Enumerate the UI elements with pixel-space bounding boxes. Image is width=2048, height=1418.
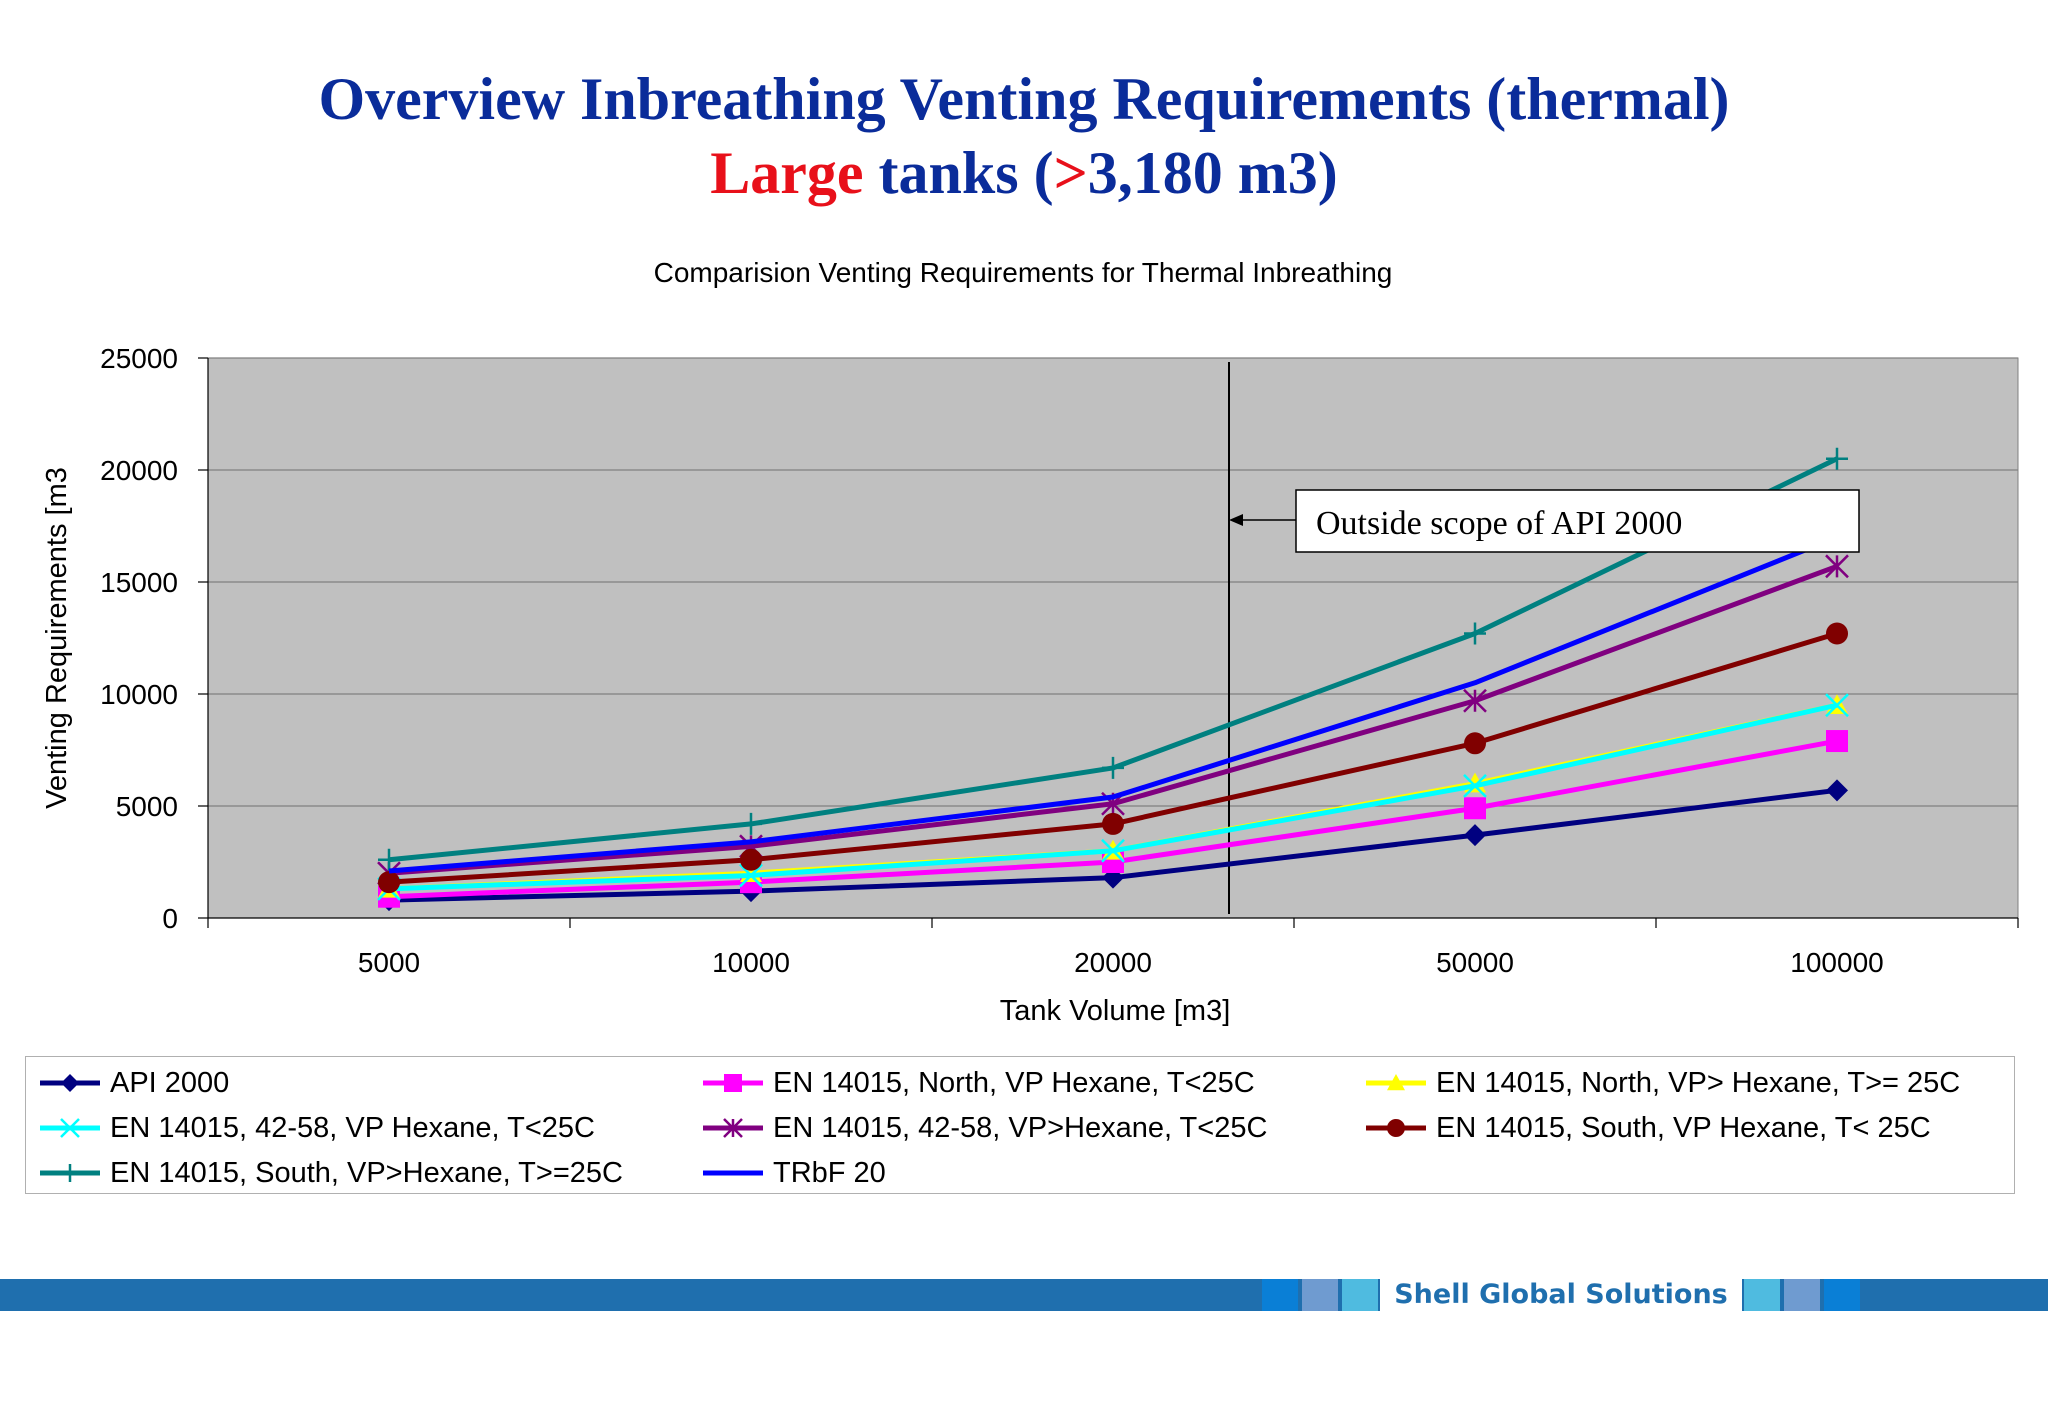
data-point <box>1463 688 1487 713</box>
y-tick-label: 25000 <box>100 343 178 374</box>
x-tick-label: 100000 <box>1790 947 1883 978</box>
data-point <box>1463 773 1487 798</box>
line-chart: Comparision Venting Requirements for The… <box>41 257 2019 1027</box>
x-tick-label: 5000 <box>358 947 420 978</box>
legend-item: EN 14015, North, VP> Hexane, T>= 25C <box>1364 1063 1960 1103</box>
data-point <box>378 871 400 894</box>
annotation-box: Outside scope of API 2000 <box>1295 489 1860 553</box>
data-point <box>1101 838 1125 863</box>
legend-label: EN 14015, 42-58, VP>Hexane, T<25C <box>773 1111 1268 1144</box>
data-point <box>1826 447 1848 470</box>
data-point <box>1464 622 1486 645</box>
legend-swatch <box>703 1074 763 1092</box>
annotation-text: Outside scope of API 2000 <box>1316 505 1682 542</box>
legend-item: EN 14015, North, VP Hexane, T<25C <box>701 1063 1255 1103</box>
legend-item: API 2000 <box>38 1063 229 1103</box>
data-point <box>61 1074 79 1092</box>
title-greater-than: > <box>1053 140 1088 206</box>
legend-item: EN 14015, South, VP Hexane, T< 25C <box>1364 1108 1931 1148</box>
title-volume: 3,180 m3) <box>1087 140 1338 206</box>
data-point <box>61 1164 79 1182</box>
series-3 <box>377 693 1849 901</box>
footer-block-4 <box>1744 1279 1780 1311</box>
title-tanks-word: tanks ( <box>863 140 1054 206</box>
data-point <box>1387 1119 1405 1137</box>
data-point <box>1464 732 1486 755</box>
y-axis-label: Venting Requirements [m3 <box>41 467 73 809</box>
data-point <box>1825 554 1849 579</box>
slide-title-line2: Large tanks (>3,180 m3) <box>0 136 2048 210</box>
data-point <box>1102 756 1124 779</box>
footer-block-5 <box>1784 1279 1820 1311</box>
data-point <box>723 1118 743 1138</box>
x-tick-label: 10000 <box>712 947 790 978</box>
data-point <box>1464 797 1486 820</box>
legend-swatch <box>703 1170 763 1176</box>
footer-block-1 <box>1262 1279 1298 1311</box>
legend-label: EN 14015, North, VP Hexane, T<25C <box>773 1066 1255 1099</box>
legend-item: EN 14015, 42-58, VP>Hexane, T<25C <box>701 1108 1267 1148</box>
data-point <box>60 1118 80 1138</box>
y-tick-label: 5000 <box>116 791 178 822</box>
legend-label: EN 14015, South, VP Hexane, T< 25C <box>1436 1111 1931 1144</box>
legend-label: API 2000 <box>110 1066 230 1099</box>
legend-item: TRbF 20 <box>701 1153 886 1193</box>
legend-swatch <box>1366 1074 1426 1091</box>
legend-item: EN 14015, 42-58, VP Hexane, T<25C <box>38 1108 595 1148</box>
legend-label: TRbF 20 <box>773 1156 886 1189</box>
title-large-word: Large <box>710 140 864 206</box>
legend-label: EN 14015, North, VP> Hexane, T>= 25C <box>1436 1066 1961 1099</box>
data-point <box>724 1074 742 1092</box>
legend-label: EN 14015, 42-58, VP Hexane, T<25C <box>110 1111 595 1144</box>
data-point <box>1387 1074 1405 1091</box>
legend-swatch <box>40 1118 100 1138</box>
legend-label: EN 14015, South, VP>Hexane, T>=25C <box>110 1156 623 1189</box>
annotation <box>1228 362 1296 914</box>
y-tick-label: 10000 <box>100 679 178 710</box>
chart-legend: API 2000 EN 14015, North, VP Hexane, T<25… <box>25 1056 2015 1194</box>
legend-swatch <box>40 1074 100 1092</box>
data-point <box>378 848 400 871</box>
tick-labels: 0 5000 10000 15000 20000 25000 5000 10000 20000 5… <box>100 343 1884 978</box>
data-point <box>1826 622 1848 645</box>
series-line <box>388 534 1838 874</box>
brand-name: Shell Global Solutions <box>1380 1279 1742 1311</box>
x-tick-label: 50000 <box>1436 947 1514 978</box>
footer-block-2 <box>1302 1279 1338 1311</box>
series-6 <box>378 447 1848 871</box>
legend-item: EN 14015, South, VP>Hexane, T>=25C <box>38 1153 623 1193</box>
data-point <box>1826 730 1848 753</box>
annotation-box-frame <box>1295 489 1860 553</box>
legend-swatch <box>1366 1119 1426 1137</box>
footer-block-3 <box>1342 1279 1378 1311</box>
data-point <box>739 863 763 888</box>
data-point <box>740 812 762 835</box>
series-5 <box>378 622 1848 894</box>
slide-title-line1: Overview Inbreathing Venting Requirement… <box>318 66 1730 132</box>
y-tick-label: 0 <box>162 903 178 934</box>
legend-swatch <box>703 1118 763 1138</box>
data-point <box>1102 812 1124 835</box>
data-point <box>740 848 762 871</box>
data-point <box>1825 693 1849 718</box>
series-7 <box>388 534 1838 874</box>
axes <box>198 357 2019 928</box>
chart-title: Comparision Venting Requirements for The… <box>654 257 1393 288</box>
slide-title: Overview Inbreathing Venting Requirement… <box>0 62 2048 210</box>
data-point <box>1464 824 1486 847</box>
y-tick-label: 20000 <box>100 455 178 486</box>
arrow-head-icon <box>1229 514 1243 526</box>
y-tick-label: 15000 <box>100 567 178 598</box>
legend-swatch <box>40 1164 100 1182</box>
x-tick-label: 20000 <box>1074 947 1152 978</box>
x-axis-label: Tank Volume [m3] <box>1000 995 1231 1027</box>
series-lines <box>377 447 1849 912</box>
data-point <box>1826 779 1848 802</box>
footer-block-6 <box>1824 1279 1860 1311</box>
